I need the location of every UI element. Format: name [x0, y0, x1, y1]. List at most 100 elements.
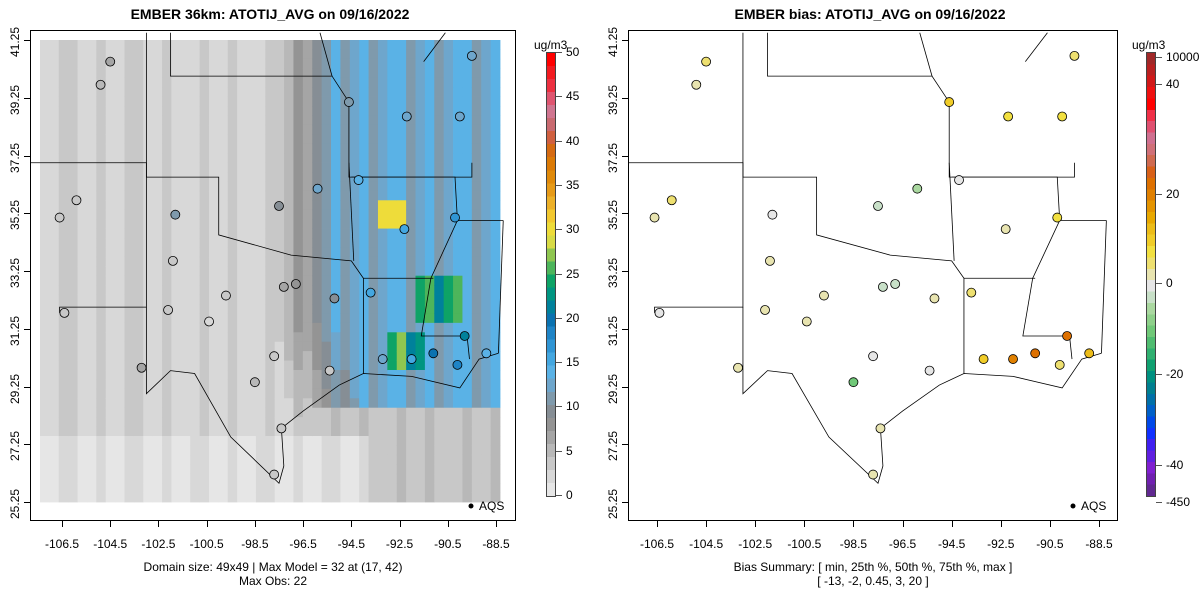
grid-cell [471, 492, 482, 503]
grid-cell [86, 388, 97, 399]
grid-cell [162, 332, 172, 343]
grid-cell [115, 96, 125, 107]
grid-cell [133, 379, 144, 390]
grid-cell [162, 351, 172, 361]
grid-cell [68, 294, 78, 305]
aqs-station-marker [1008, 354, 1018, 364]
grid-cell [255, 426, 266, 437]
grid-cell [255, 172, 266, 182]
grid-cell [96, 68, 107, 79]
grid-cell [415, 454, 426, 465]
grid-cell [77, 388, 88, 399]
grid-cell [143, 294, 154, 305]
grid-cell [237, 285, 247, 295]
grid-cell [96, 426, 107, 437]
grid-cell [143, 322, 154, 333]
grid-cell [453, 407, 463, 418]
left-colorbar-tick-label: 10 [566, 399, 580, 414]
grid-cell [105, 49, 116, 60]
grid-cell [274, 388, 285, 399]
grid-cell [218, 379, 229, 390]
grid-cell [190, 417, 200, 427]
grid-cell [293, 285, 304, 295]
grid-cell [359, 370, 369, 380]
grid-cell [434, 341, 445, 352]
grid-cell [368, 143, 379, 154]
grid-cell [162, 58, 172, 69]
grid-cell [312, 388, 323, 399]
grid-cell [481, 407, 492, 418]
grid-cell [77, 200, 88, 211]
grid-cell [133, 304, 144, 314]
grid-cell [255, 360, 266, 371]
grid-cell [58, 370, 69, 380]
grid-cell [396, 398, 407, 409]
grid-cell [180, 266, 191, 277]
grid-cell [340, 219, 351, 229]
grid-cell [349, 426, 360, 437]
aqs-legend-label: AQS [479, 499, 504, 513]
grid-cell [40, 360, 50, 371]
grid-cell [237, 115, 247, 126]
grid-cell [415, 209, 426, 220]
grid-cell [265, 68, 276, 79]
grid-cell [190, 322, 200, 333]
grid-cell [86, 294, 97, 305]
grid-cell [133, 492, 144, 503]
grid-cell [237, 464, 247, 475]
grid-cell [274, 483, 285, 493]
grid-cell [424, 304, 435, 314]
grid-cell [40, 162, 50, 173]
grid-cell [293, 436, 304, 446]
grid-cell [162, 445, 172, 456]
grid-cell [377, 492, 388, 503]
y-tick-mark [24, 40, 30, 41]
grid-cell [246, 247, 257, 258]
grid-cell [58, 426, 69, 437]
grid-cell [162, 483, 172, 493]
grid-cell [312, 153, 323, 163]
grid-cell [227, 464, 238, 475]
grid-cell [481, 360, 492, 371]
grid-cell [124, 341, 135, 352]
grid-cell [218, 106, 229, 116]
grid-cell [152, 181, 163, 192]
grid-cell [312, 87, 323, 97]
grid-cell [368, 238, 379, 248]
grid-cell [284, 407, 294, 418]
grid-cell [124, 388, 135, 399]
grid-cell [105, 370, 116, 380]
grid-cell [77, 445, 88, 456]
grid-cell [302, 473, 313, 484]
grid-cell [453, 87, 463, 97]
grid-cell [190, 454, 200, 465]
grid-cell [453, 266, 463, 277]
grid-cell [443, 58, 454, 69]
right-colorbar-tick-label: -40 [1166, 458, 1184, 472]
grid-cell [105, 473, 116, 484]
grid-cell [453, 417, 463, 427]
grid-cell [434, 40, 445, 50]
grid-cell [96, 332, 107, 343]
grid-cell [359, 68, 369, 79]
grid-cell [284, 473, 294, 484]
grid-cell [49, 379, 60, 390]
grid-cell [40, 143, 50, 154]
grid-cell [274, 341, 285, 352]
grid-cell [359, 454, 369, 465]
grid-cell [68, 181, 78, 192]
grid-cell [471, 275, 482, 286]
grid-cell [434, 247, 445, 258]
left-y-tick-label: 29.25 [8, 373, 22, 404]
grid-cell [58, 445, 69, 456]
grid-cell [162, 322, 172, 333]
aqs-station-marker [459, 331, 470, 341]
grid-cell [255, 445, 266, 456]
grid-cell [481, 266, 492, 277]
grid-cell [471, 200, 482, 211]
grid-cell [274, 275, 285, 286]
grid-cell [406, 190, 416, 201]
grid-cell [77, 190, 88, 201]
grid-cell [208, 190, 219, 201]
grid-cell [481, 106, 492, 116]
